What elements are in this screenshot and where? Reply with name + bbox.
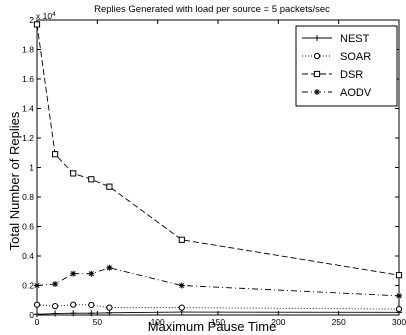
- data-point-circle: [70, 301, 77, 308]
- y-tick-label: 1: [29, 163, 34, 173]
- legend: NEST SOAR DSR AODV: [295, 25, 398, 107]
- y-tick-label: 0.6: [22, 222, 34, 232]
- data-point-star: [34, 282, 40, 289]
- legend-label: NEST: [340, 33, 370, 45]
- data-point-star: [106, 264, 113, 271]
- data-point-square: [52, 151, 59, 158]
- plot-area: 0 50 100 150 200 250 300 0 0.2 0.4 0.6 0.8 1 1.2 1.4 1.…: [22, 15, 406, 327]
- data-point-star: [88, 270, 95, 277]
- series-soar: [33, 301, 403, 313]
- data-point-circle: [313, 52, 321, 60]
- series-aodv: [34, 264, 402, 299]
- data-point-square: [88, 176, 95, 183]
- legend-item-soar: SOAR: [302, 51, 371, 63]
- y-tick-label: 1.2: [22, 133, 34, 143]
- data-point-plus: [88, 310, 95, 317]
- y-tick-label: 0.2: [22, 281, 34, 291]
- data-point-square: [395, 272, 403, 279]
- data-point-square: [106, 183, 113, 190]
- y-tick-label: 2: [29, 15, 34, 25]
- x-tick-label: 200: [271, 317, 285, 327]
- y-multiplier: x 104: [36, 11, 56, 21]
- data-point-plus: [70, 310, 77, 317]
- legend-label: SOAR: [340, 51, 371, 63]
- data-point-circle: [395, 306, 403, 313]
- data-point-circle: [33, 301, 41, 308]
- legend-item-nest: NEST: [302, 33, 370, 45]
- y-tick-label: 1.4: [22, 104, 34, 114]
- series-nest: [34, 309, 402, 318]
- data-point-star: [52, 281, 59, 288]
- data-point-square: [178, 236, 185, 243]
- data-point-square: [70, 170, 77, 177]
- legend-box: [295, 25, 398, 107]
- data-point-square: [313, 70, 321, 78]
- y-multiplier-base: x 10: [36, 11, 52, 21]
- data-point-star: [314, 89, 320, 95]
- data-point-circle: [178, 304, 185, 311]
- x-tick-label: 300: [392, 317, 406, 327]
- y-tick-label: 0: [29, 310, 34, 320]
- data-point-plus: [314, 35, 320, 41]
- y-tick-label: 1.6: [22, 74, 34, 84]
- legend-label: DSR: [340, 69, 363, 81]
- y-multiplier-exponent: 4: [52, 11, 56, 18]
- y-tick-label: 0.4: [22, 251, 34, 261]
- data-point-circle: [88, 301, 95, 309]
- legend-item-aodv: AODV: [302, 87, 372, 99]
- data-point-circle: [106, 304, 113, 311]
- x-tick-label: 0: [35, 317, 40, 327]
- chart-title: Replies Generated with load per source =…: [94, 4, 330, 15]
- data-point-square: [33, 21, 41, 28]
- y-tick-label: 0.8: [22, 192, 34, 202]
- x-tick-label: 250: [332, 317, 346, 327]
- x-tick-label: 50: [93, 317, 103, 327]
- data-point-star: [396, 292, 402, 299]
- legend-item-dsr: DSR: [302, 69, 363, 81]
- x-tick-label: 100: [151, 317, 165, 327]
- y-tick-label: 1.8: [22, 45, 34, 55]
- x-axis-label: Maximum Pause Time: [148, 319, 277, 334]
- data-point-plus: [52, 310, 59, 317]
- data-point-plus: [34, 311, 40, 318]
- data-point-star: [178, 282, 185, 289]
- data-point-circle: [52, 303, 59, 310]
- x-tick-label: 150: [211, 317, 225, 327]
- data-point-star: [70, 270, 77, 277]
- series-dsr: [33, 21, 403, 279]
- data-point-plus: [106, 309, 113, 316]
- y-axis-label: Total Number of Replies: [7, 111, 22, 250]
- legend-label: AODV: [340, 87, 372, 99]
